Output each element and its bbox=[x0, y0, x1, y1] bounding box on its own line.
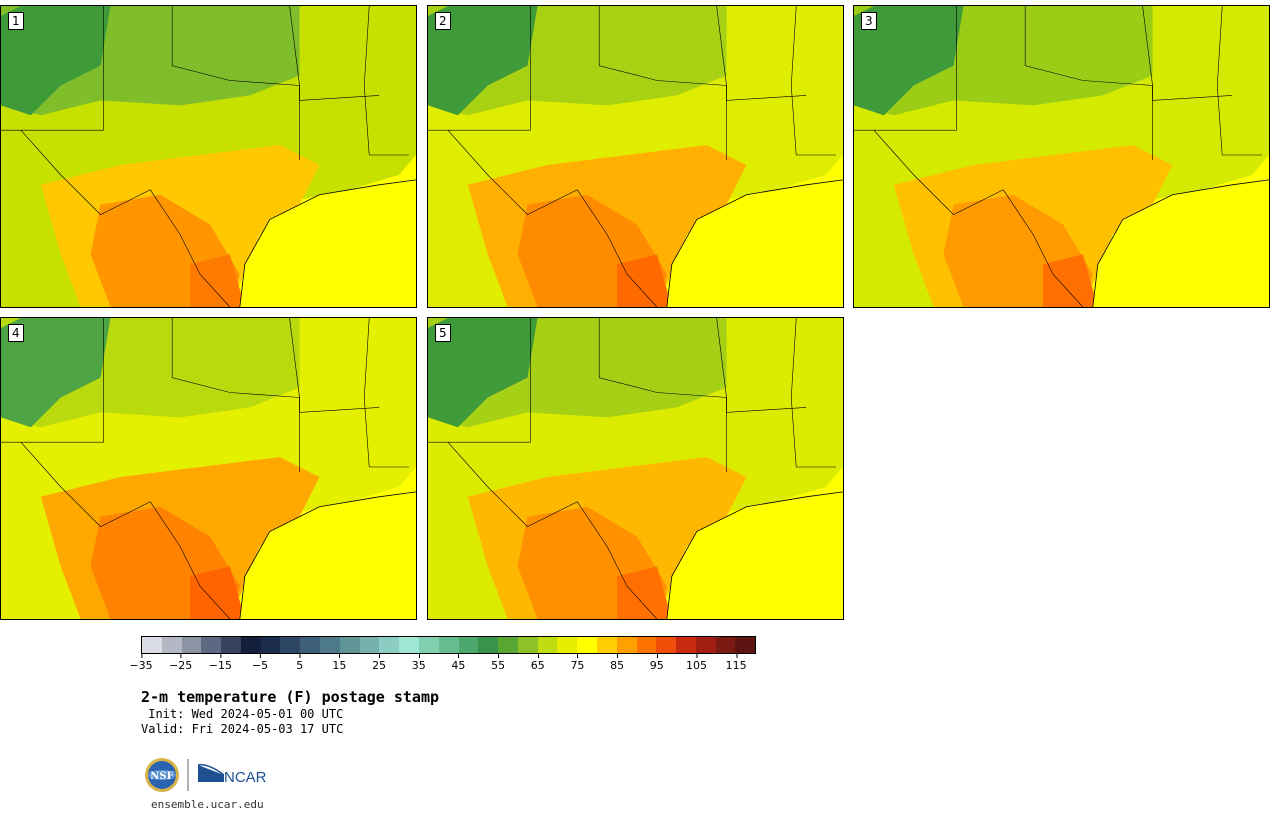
colorbar-swatch bbox=[181, 637, 202, 653]
colorbar-tick-label: 85 bbox=[610, 654, 624, 672]
colorbar-tick-label: 45 bbox=[451, 654, 465, 672]
colorbar-tick-label: 95 bbox=[650, 654, 664, 672]
colorbar-swatch bbox=[636, 637, 657, 653]
colorbar-tick-label: 115 bbox=[726, 654, 747, 672]
colorbar-swatch bbox=[616, 637, 637, 653]
colorbar-swatch bbox=[399, 637, 419, 653]
colorbar-swatch bbox=[438, 637, 459, 653]
chart-title: 2-m temperature (F) postage stamp bbox=[141, 688, 440, 706]
colorbar-swatch bbox=[478, 637, 499, 653]
colorbar-tick-label: 15 bbox=[332, 654, 346, 672]
ncar-logo-icon: NCAR bbox=[197, 763, 267, 786]
colorbar-swatch bbox=[735, 637, 756, 653]
colorbar-swatch bbox=[260, 637, 281, 653]
svg-text:NSF: NSF bbox=[150, 771, 173, 782]
colorbar-tick-label: −5 bbox=[252, 654, 268, 672]
colorbar-swatch bbox=[656, 637, 677, 653]
map-panel-4: 4 bbox=[0, 317, 417, 620]
nsf-ncar-logos: NSF NCAR bbox=[145, 758, 267, 792]
svg-text:NCAR: NCAR bbox=[224, 769, 267, 786]
temperature-map bbox=[428, 6, 843, 307]
temperature-map bbox=[1, 6, 416, 307]
colorbar-swatch bbox=[339, 637, 360, 653]
colorbar-tick-label: 65 bbox=[531, 654, 545, 672]
colorbar-tick-label: 105 bbox=[686, 654, 707, 672]
map-panel-5: 5 bbox=[427, 317, 844, 620]
colorbar-swatch bbox=[715, 637, 736, 653]
map-panel-3: 3 bbox=[853, 5, 1270, 308]
colorbar-swatch bbox=[557, 637, 578, 653]
panel-label: 2 bbox=[435, 12, 451, 30]
panel-label: 1 bbox=[8, 12, 24, 30]
colorbar-swatch bbox=[577, 637, 597, 653]
temperature-map bbox=[1, 318, 416, 619]
map-panel-2: 2 bbox=[427, 5, 844, 308]
temperature-map bbox=[854, 6, 1269, 307]
colorbar-swatch bbox=[142, 637, 162, 653]
init-time: Init: Wed 2024-05-01 00 UTC bbox=[141, 707, 344, 721]
colorbar-swatch bbox=[418, 637, 439, 653]
colorbar-swatch bbox=[498, 637, 518, 653]
colorbar-swatch bbox=[359, 637, 380, 653]
colorbar-tick-label: 55 bbox=[491, 654, 505, 672]
panel-label: 3 bbox=[861, 12, 877, 30]
colorbar-tick-label: −35 bbox=[129, 654, 153, 672]
colorbar-swatch bbox=[676, 637, 696, 653]
panel-label: 4 bbox=[8, 324, 24, 342]
colorbar-swatch bbox=[695, 637, 716, 653]
panel-label: 5 bbox=[435, 324, 451, 342]
colorbar-tick-label: 75 bbox=[570, 654, 584, 672]
colorbar-swatch bbox=[596, 637, 617, 653]
colorbar-swatch bbox=[201, 637, 222, 653]
colorbar-tick-label: 25 bbox=[372, 654, 386, 672]
colorbar-swatch bbox=[517, 637, 538, 653]
colorbar-swatch bbox=[300, 637, 321, 653]
colorbar-tick-label: 35 bbox=[412, 654, 426, 672]
temperature-map bbox=[428, 318, 843, 619]
colorbar-swatch bbox=[280, 637, 301, 653]
colorbar-swatch bbox=[458, 637, 479, 653]
colorbar-swatch bbox=[161, 637, 182, 653]
valid-time: Valid: Fri 2024-05-03 17 UTC bbox=[141, 722, 344, 736]
colorbar-tick-label: −15 bbox=[209, 654, 232, 672]
colorbar-swatch bbox=[221, 637, 241, 653]
colorbar-tick-label: −25 bbox=[169, 654, 192, 672]
colorbar-ticks: −35 −25 −15 −5 5 15 25 35 45 55 65 75 85 95 105 115 bbox=[129, 654, 756, 674]
colorbar-swatch bbox=[240, 637, 261, 653]
colorbar-swatch bbox=[537, 637, 558, 653]
site-url: ensemble.ucar.edu bbox=[151, 798, 264, 811]
colorbar bbox=[141, 636, 756, 654]
map-panel-1: 1 bbox=[0, 5, 417, 308]
colorbar-swatch bbox=[320, 637, 340, 653]
colorbar-swatch bbox=[379, 637, 400, 653]
nsf-logo-icon: NSF bbox=[145, 758, 179, 792]
colorbar-tick-label: 5 bbox=[296, 654, 303, 672]
